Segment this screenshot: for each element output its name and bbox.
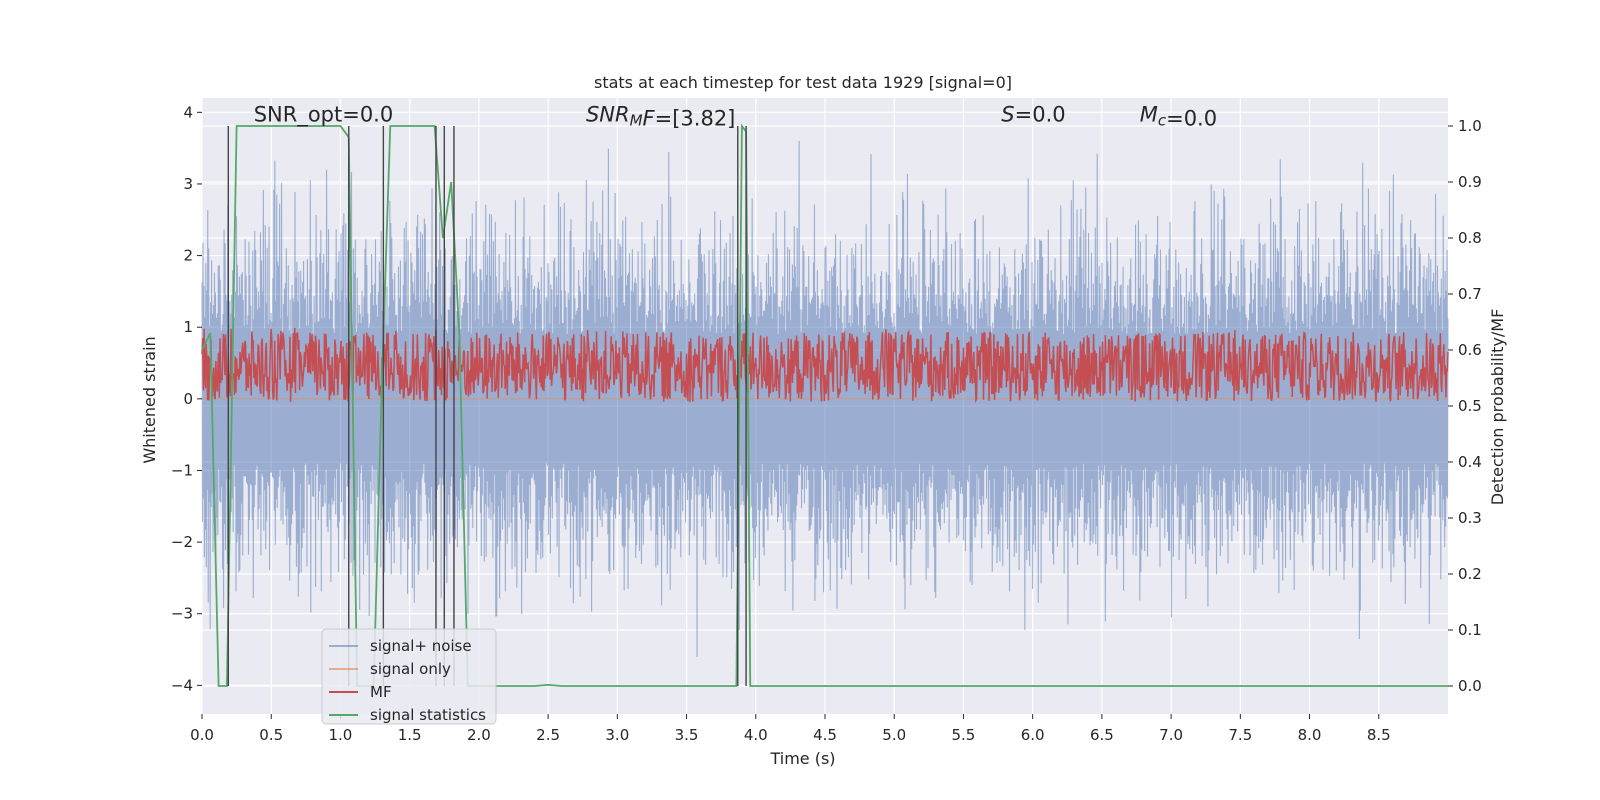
- stat-annotation: SNR_opt=0.0: [254, 102, 394, 127]
- y2-tick-label: 0.2: [1458, 565, 1482, 583]
- annotation-segment: M: [1140, 102, 1158, 126]
- x-tick-label: 8.0: [1298, 726, 1322, 744]
- y2-tick-label: 0.8: [1458, 229, 1482, 247]
- y-tick-label: −3: [171, 605, 193, 623]
- y-tick-label: −4: [171, 676, 193, 694]
- x-tick-label: 8.5: [1367, 726, 1391, 744]
- annotation-segment: M: [630, 111, 643, 129]
- annotation-segment: c: [1158, 111, 1167, 129]
- x-tick-label: 2.5: [536, 726, 560, 744]
- x-tick-label: 6.5: [1090, 726, 1114, 744]
- x-tick-label: 7.5: [1228, 726, 1252, 744]
- annotation-segment: SNR: [586, 102, 630, 126]
- x-tick-label: 3.5: [675, 726, 699, 744]
- y2-tick-label: 0.4: [1458, 453, 1482, 471]
- y2-tick-label: 0.7: [1458, 285, 1482, 303]
- x-tick-label: 4.0: [744, 726, 768, 744]
- y2-tick-label: 0.1: [1458, 621, 1482, 639]
- signal-noise-series: [201, 140, 1449, 657]
- legend-box: [321, 628, 497, 725]
- y2-tick-label: 0.3: [1458, 509, 1482, 527]
- y2-axis-label: Detection probability/MF: [1488, 309, 1507, 506]
- annotation-segment: S: [1001, 102, 1014, 126]
- annotation-segment: =0.0: [1166, 106, 1217, 130]
- legend-entry: MF: [370, 683, 392, 701]
- legend-entry: signal+ noise: [370, 637, 472, 655]
- x-tick-label: 1.5: [398, 726, 422, 744]
- y-tick-label: −2: [171, 533, 193, 551]
- x-tick-label: 7.0: [1159, 726, 1183, 744]
- annotation-segment: =[3.82]: [655, 106, 736, 130]
- stat-annotation: SNRMF=[3.82]: [586, 102, 735, 130]
- signal-statistics-series: [201, 123, 1448, 687]
- x-tick-label: 0.0: [190, 726, 214, 744]
- x-tick-label: 3.0: [605, 726, 629, 744]
- y2-tick-label: 0.6: [1458, 341, 1482, 359]
- y-tick-label: −1: [171, 461, 193, 479]
- x-tick-label: 1.0: [329, 726, 353, 744]
- chart-title: stats at each timestep for test data 192…: [594, 73, 1012, 92]
- legend-entry: signal statistics: [370, 706, 486, 724]
- x-tick-label: 0.5: [259, 726, 283, 744]
- annotation-segment: SNR_opt=0.0: [254, 102, 394, 127]
- y-tick-label: 0: [183, 390, 193, 408]
- y-tick-label: 1: [183, 318, 193, 336]
- y2-tick-label: 0.0: [1458, 677, 1482, 695]
- y-axis-label: Whitened strain: [140, 336, 159, 463]
- x-tick-label: 4.5: [813, 726, 837, 744]
- annotation-segment: F: [643, 106, 656, 130]
- y2-tick-label: 1.0: [1458, 117, 1482, 135]
- x-tick-label: 5.0: [882, 726, 906, 744]
- x-tick-label: 2.0: [467, 726, 491, 744]
- mf-series: [201, 327, 1449, 404]
- stat-annotation: Mc=0.0: [1140, 102, 1217, 130]
- annotation-segment: =0.0: [1015, 102, 1066, 126]
- y-tick-label: 4: [183, 103, 193, 121]
- y-tick-label: 3: [183, 175, 193, 193]
- x-tick-label: 5.5: [952, 726, 976, 744]
- y2-tick-label: 0.5: [1458, 397, 1482, 415]
- y2-tick-label: 0.9: [1458, 173, 1482, 191]
- stat-annotation: S=0.0: [1001, 102, 1065, 126]
- x-axis-label: Time (s): [769, 749, 835, 768]
- y-tick-label: 2: [183, 247, 193, 265]
- legend-entry: signal only: [370, 660, 451, 678]
- x-tick-label: 6.0: [1021, 726, 1045, 744]
